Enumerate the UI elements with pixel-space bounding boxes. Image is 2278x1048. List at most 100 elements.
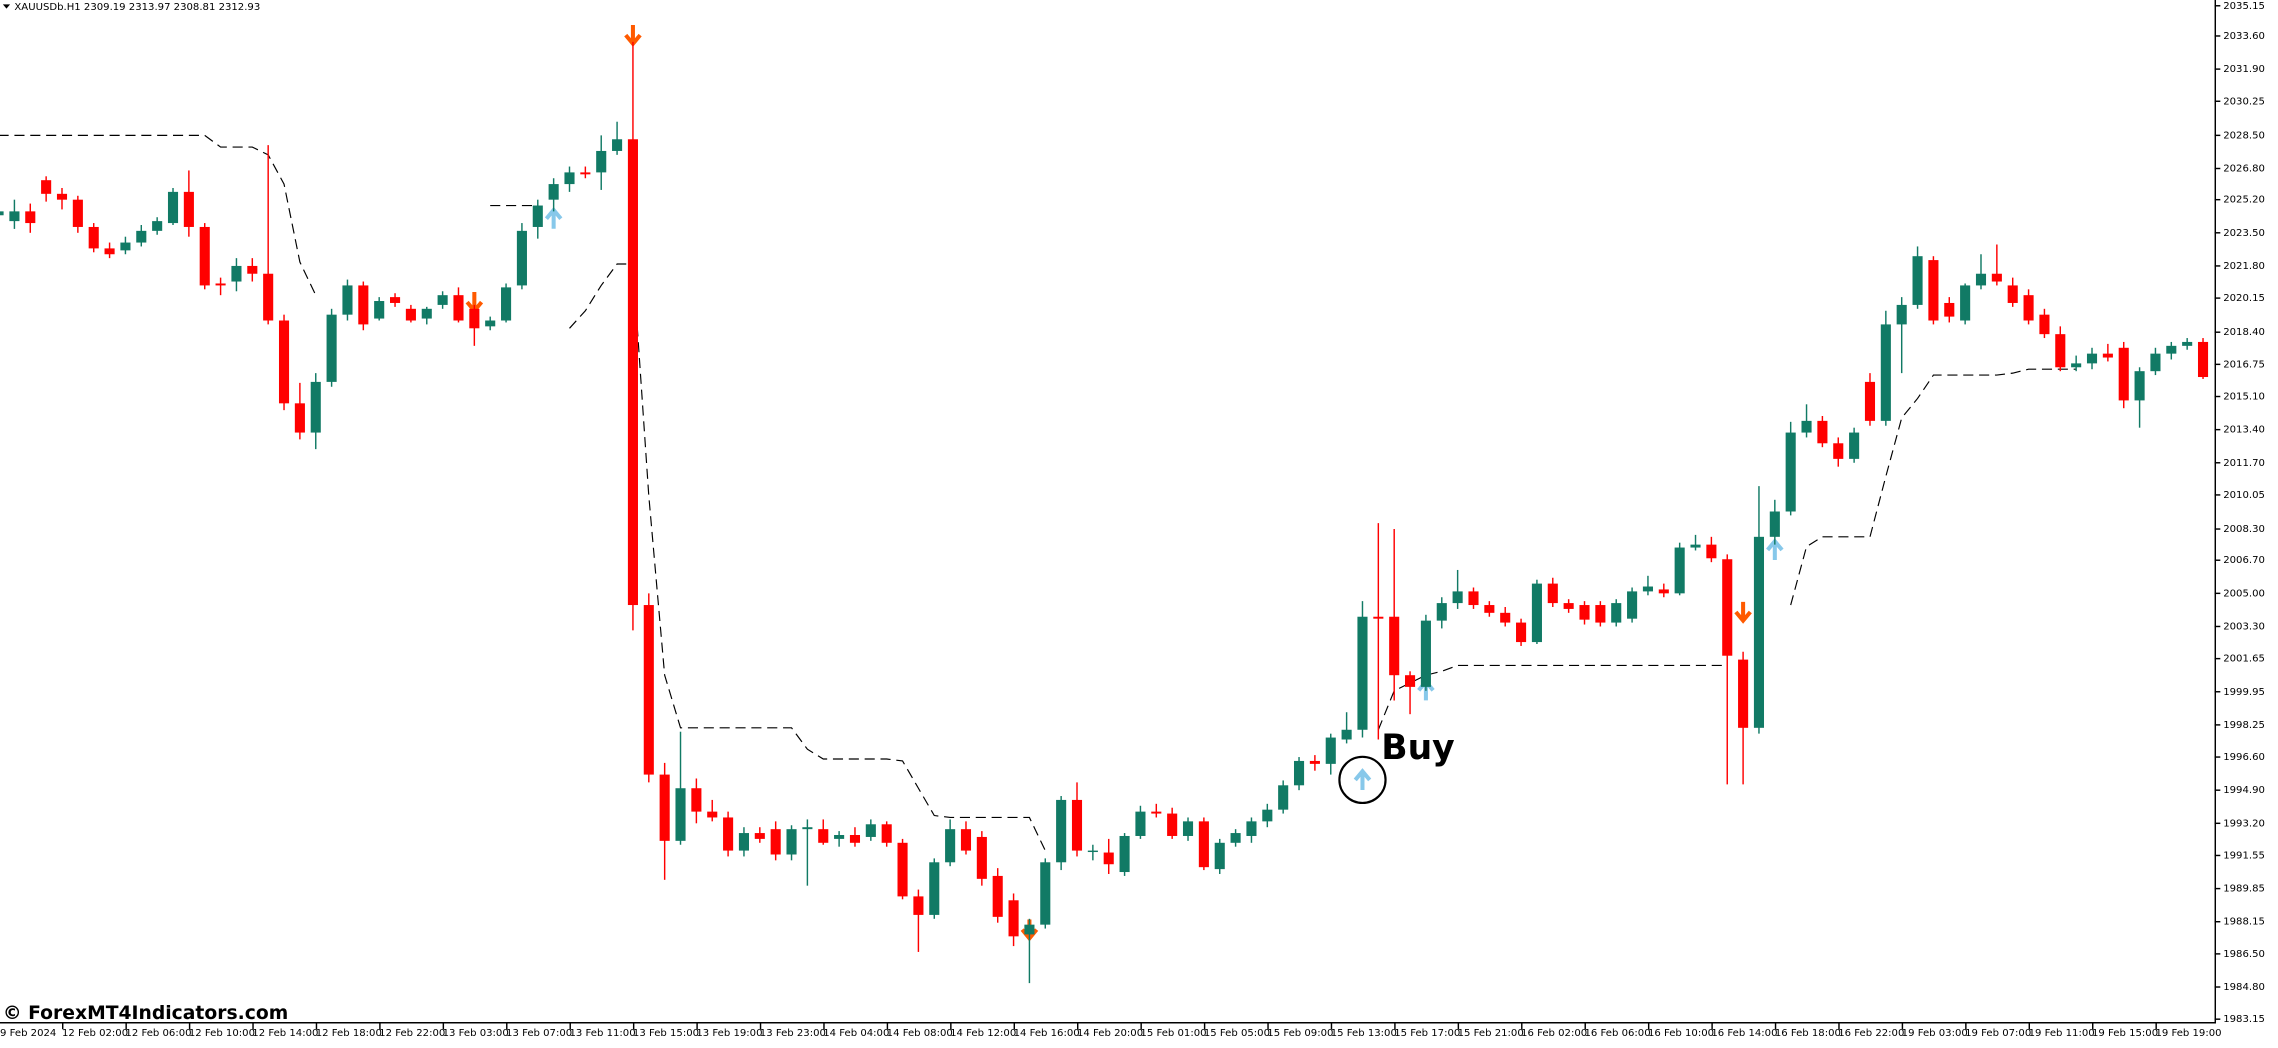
candle-body	[1722, 559, 1733, 656]
y-tick-label: 2028.50	[2223, 130, 2265, 141]
y-tick-label: 2013.40	[2223, 425, 2265, 436]
candle-body	[1912, 256, 1923, 305]
candle-body	[929, 862, 940, 915]
x-tick-label: 16 Feb 22:00	[1838, 1028, 1904, 1039]
candle-body	[2134, 371, 2145, 401]
sell-arrow	[1734, 601, 1752, 624]
x-tick-label: 12 Feb 18:00	[316, 1028, 382, 1039]
x-tick-label: 15 Feb 09:00	[1267, 1028, 1333, 1039]
candle-body	[294, 403, 305, 433]
y-tick-label: 1994.90	[2223, 785, 2265, 796]
candle-body	[1087, 850, 1098, 853]
candle-body	[596, 150, 607, 173]
x-tick-label: 13 Feb 19:00	[696, 1028, 762, 1039]
candle-body	[2150, 353, 2161, 372]
candle-body	[1341, 729, 1352, 740]
y-tick-label: 1998.25	[2223, 720, 2265, 731]
x-tick-label: 12 Feb 14:00	[252, 1028, 318, 1039]
candle-body	[374, 301, 385, 319]
y-tick-label: 2015.10	[2223, 392, 2265, 403]
candle-body	[1595, 605, 1606, 623]
y-tick-label: 2003.30	[2223, 621, 2265, 632]
y-tick-label: 1991.55	[2223, 850, 2265, 861]
y-tick-label: 2018.40	[2223, 327, 2265, 338]
candle-body	[1214, 842, 1225, 870]
candle-body	[564, 172, 575, 185]
candle-body	[1674, 547, 1685, 594]
candle-body	[1658, 589, 1669, 594]
candle-body	[247, 265, 258, 274]
x-tick-label: 19 Feb 07:00	[1965, 1028, 2031, 1039]
candle-body	[2039, 314, 2050, 335]
candle-body	[1198, 821, 1209, 868]
candle-body	[1373, 616, 1384, 619]
candle-body	[548, 184, 559, 200]
x-tick-label: 12 Feb 02:00	[62, 1028, 128, 1039]
x-tick-label: 15 Feb 05:00	[1204, 1028, 1270, 1039]
candle-body	[1928, 260, 1939, 321]
candle-body	[183, 191, 194, 227]
x-tick-label: 15 Feb 13:00	[1331, 1028, 1397, 1039]
y-tick-label: 2008.30	[2223, 524, 2265, 535]
candle-body	[1452, 591, 1463, 604]
candle-body	[1753, 536, 1765, 728]
candle-body	[1309, 760, 1320, 764]
y-tick-label: 2025.20	[2223, 195, 2265, 206]
candle-body	[1531, 583, 1542, 643]
candle-body	[1817, 420, 1828, 444]
candle-body	[992, 875, 1003, 917]
header-icon	[2, 4, 11, 9]
candle-body	[326, 314, 337, 382]
candle-body	[738, 833, 750, 851]
candle-body	[580, 172, 591, 175]
candle-body	[1960, 285, 1971, 321]
x-tick-label: 13 Feb 03:00	[443, 1028, 509, 1039]
candle-body	[1468, 591, 1479, 606]
y-tick-label: 2016.75	[2223, 359, 2265, 370]
candle-body	[1833, 443, 1844, 459]
candle-body	[2102, 353, 2113, 358]
y-tick-label: 2020.15	[2223, 293, 2265, 304]
x-tick-label: 15 Feb 21:00	[1458, 1028, 1524, 1039]
y-tick-label: 2001.65	[2223, 654, 2265, 665]
candle-body	[2166, 345, 2177, 354]
y-tick-label: 2026.80	[2223, 163, 2265, 174]
candle-body	[2118, 347, 2129, 401]
candle-body	[2023, 295, 2034, 321]
candle-body	[1975, 273, 1987, 286]
x-tick-label: 16 Feb 02:00	[1521, 1028, 1587, 1039]
x-tick-label: 19 Feb 19:00	[2155, 1028, 2221, 1039]
candle-body	[1040, 862, 1051, 925]
candle-body	[1325, 737, 1336, 764]
x-tick-label: 14 Feb 16:00	[1014, 1028, 1080, 1039]
annotation: Buy	[1381, 728, 1455, 768]
x-tick-label: 16 Feb 18:00	[1775, 1028, 1841, 1039]
x-tick-label: 19 Feb 11:00	[2029, 1028, 2095, 1039]
candle-body	[1405, 675, 1416, 687]
candle-body	[88, 226, 99, 249]
candle-body	[770, 829, 781, 855]
y-tick-label: 1993.20	[2223, 818, 2265, 829]
candle-body	[1627, 591, 1638, 619]
candle-body	[1611, 603, 1622, 623]
candle-body	[1246, 821, 1257, 836]
candle-body	[1151, 811, 1162, 814]
candle-body	[136, 230, 147, 243]
candle-body	[72, 199, 83, 227]
candle-body	[167, 191, 179, 224]
candle-body	[723, 817, 734, 851]
candle-body	[2007, 285, 2018, 303]
x-tick-label: 9 Feb 2024	[0, 1028, 56, 1039]
stop-line	[0, 134, 2077, 851]
candle-body	[9, 211, 20, 222]
candle-body	[1516, 622, 1527, 643]
y-tick-label: 2033.60	[2223, 31, 2265, 42]
y-tick-label: 1996.60	[2223, 752, 2265, 763]
candle-body	[358, 285, 369, 325]
candle-body	[469, 308, 480, 329]
candle-body	[152, 221, 163, 231]
candle-body	[1262, 809, 1273, 822]
candle-body	[2055, 334, 2066, 368]
